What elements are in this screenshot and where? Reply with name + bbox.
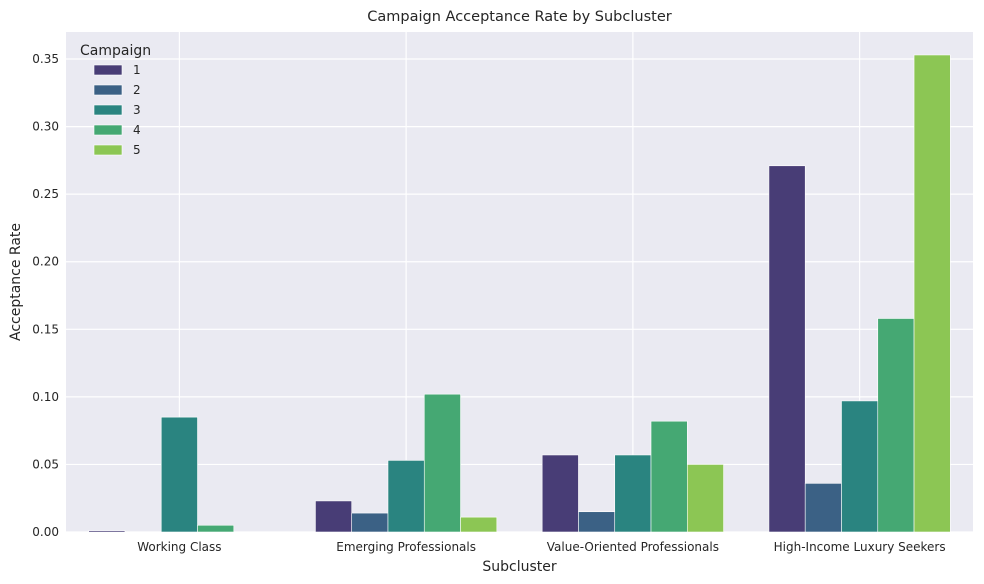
bar-campaign-3 bbox=[614, 454, 652, 533]
grid bbox=[66, 32, 973, 533]
x-tick-label: Working Class bbox=[137, 540, 221, 554]
y-tick-label: 0.20 bbox=[32, 255, 59, 269]
bar-campaign-4 bbox=[650, 420, 688, 533]
bar-campaign-1 bbox=[315, 500, 353, 533]
legend-label: 4 bbox=[133, 123, 141, 137]
bar-campaign-1 bbox=[88, 530, 126, 533]
legend-label: 2 bbox=[133, 83, 141, 97]
legend-label: 3 bbox=[133, 103, 141, 117]
legend-label: 5 bbox=[133, 143, 141, 157]
legend-title: Campaign bbox=[80, 43, 151, 59]
y-tick-label: 0.25 bbox=[32, 187, 59, 201]
y-tick-label: 0.30 bbox=[32, 120, 59, 134]
x-tick-label: High-Income Luxury Seekers bbox=[774, 540, 946, 554]
y-tick-label: 0.15 bbox=[32, 322, 59, 336]
bars bbox=[88, 54, 951, 533]
y-tick-label: 0.00 bbox=[32, 525, 59, 539]
legend-swatch bbox=[93, 84, 123, 96]
bar-campaign-5 bbox=[460, 516, 498, 533]
plot-area bbox=[66, 32, 973, 532]
bar-campaign-3 bbox=[387, 460, 425, 533]
legend-swatch bbox=[93, 144, 123, 156]
bar-campaign-4 bbox=[197, 524, 235, 533]
legend-swatch bbox=[93, 64, 123, 76]
legend: Campaign 1 2 3 4 5 bbox=[80, 43, 151, 157]
bar-campaign-2 bbox=[351, 512, 389, 533]
bar-campaign-1 bbox=[541, 454, 579, 533]
legend-label: 1 bbox=[133, 63, 141, 77]
bar-campaign-2 bbox=[578, 511, 616, 533]
bar-campaign-5 bbox=[913, 54, 951, 533]
chart-title: Campaign Acceptance Rate by Subcluster bbox=[367, 9, 671, 25]
bar-campaign-4 bbox=[423, 393, 461, 533]
bar-campaign-4 bbox=[877, 318, 915, 533]
y-tick-label: 0.10 bbox=[32, 390, 59, 404]
bar-campaign-2 bbox=[804, 483, 842, 533]
tick-labels: 0.00 0.05 0.10 0.15 0.20 0.25 0.30 0.35 Working … bbox=[32, 52, 945, 554]
bar-campaign-3 bbox=[160, 416, 198, 533]
x-tick-label: Value-Oriented Professionals bbox=[547, 540, 719, 554]
y-axis-label: Acceptance Rate bbox=[8, 223, 24, 341]
bar-campaign-5 bbox=[686, 464, 724, 533]
legend-swatch bbox=[93, 124, 123, 136]
y-tick-label: 0.05 bbox=[32, 457, 59, 471]
x-tick-label: Emerging Professionals bbox=[336, 540, 476, 554]
legend-swatch bbox=[93, 104, 123, 116]
bar-campaign-1 bbox=[768, 165, 806, 533]
x-axis-label: Subcluster bbox=[482, 559, 557, 575]
y-tick-label: 0.35 bbox=[32, 52, 59, 66]
bar-campaign-3 bbox=[841, 400, 879, 533]
